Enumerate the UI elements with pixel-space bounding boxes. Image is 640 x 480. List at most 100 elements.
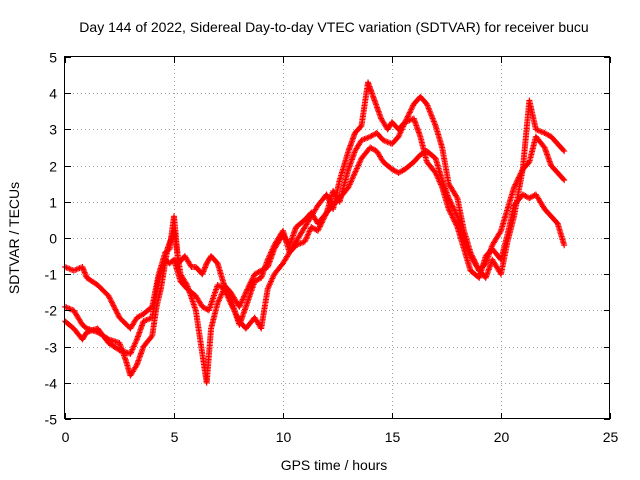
- data-point: [107, 296, 114, 303]
- data-point: [522, 193, 529, 200]
- data-point: [223, 290, 230, 297]
- data-point: [304, 232, 311, 239]
- data-point: [347, 179, 354, 186]
- data-point: [240, 295, 247, 302]
- data-point: [452, 219, 459, 226]
- data-point: [323, 191, 330, 198]
- data-point: [425, 105, 432, 112]
- data-point: [133, 337, 140, 344]
- data-point: [127, 350, 134, 357]
- data-point: [218, 291, 225, 298]
- data-point: [464, 245, 471, 252]
- data-point: [357, 123, 364, 130]
- axis-ticks: [65, 57, 611, 420]
- data-point: [249, 275, 256, 282]
- data-point: [318, 219, 325, 226]
- data-point: [348, 178, 355, 185]
- data-point: [451, 207, 458, 214]
- data-point: [252, 277, 259, 284]
- data-point: [452, 209, 459, 216]
- y-tick-label: 5: [49, 50, 57, 66]
- data-point: [215, 298, 222, 305]
- data-point: [250, 273, 257, 280]
- data-point: [218, 284, 225, 291]
- data-point: [131, 342, 138, 349]
- data-point: [233, 312, 240, 319]
- y-tick-label: -2: [45, 303, 58, 319]
- data-point: [267, 250, 274, 257]
- data-point: [367, 133, 374, 140]
- data-point: [130, 343, 137, 350]
- data-point: [350, 172, 357, 179]
- y-tick-labels: -5 -4 -3 -2 -1 0 1 2 3 4 5: [45, 50, 58, 428]
- series-track-3: [62, 133, 568, 357]
- data-point: [239, 297, 246, 304]
- data-point: [266, 253, 273, 260]
- data-point: [265, 255, 272, 262]
- data-point: [445, 206, 452, 213]
- data-point: [301, 238, 308, 245]
- data-point: [523, 193, 530, 200]
- data-point: [266, 281, 273, 288]
- data-point: [423, 101, 430, 108]
- data-point: [128, 347, 135, 354]
- data-point: [268, 276, 275, 283]
- data-point: [407, 108, 414, 115]
- data-point: [130, 345, 137, 352]
- data-point: [389, 166, 395, 173]
- data-point: [266, 252, 273, 259]
- data-point: [353, 166, 360, 173]
- data-point: [266, 282, 273, 289]
- plot-frame: [64, 56, 610, 419]
- data-point: [251, 278, 258, 285]
- data-point: [237, 300, 244, 307]
- x-tick-label: 15: [385, 429, 401, 445]
- data-point: [215, 282, 222, 289]
- data-point: [462, 241, 469, 248]
- data-point: [270, 243, 277, 250]
- x-tick-label: 0: [62, 429, 70, 445]
- data-point: [106, 294, 113, 301]
- data-point: [239, 296, 246, 303]
- data-point: [521, 192, 528, 199]
- data-point: [345, 184, 352, 191]
- data-point: [317, 222, 324, 229]
- data-point: [542, 130, 549, 137]
- data-point: [217, 283, 224, 290]
- data-point: [453, 193, 460, 200]
- data-point: [242, 290, 249, 297]
- data-point: [251, 271, 258, 278]
- data-point: [466, 251, 473, 258]
- data-point: [115, 311, 122, 318]
- data-point: [561, 177, 568, 184]
- data-point: [224, 292, 231, 299]
- data-point: [346, 181, 353, 188]
- x-tick-label: 20: [494, 429, 510, 445]
- data-point: [449, 203, 456, 210]
- data-point: [237, 302, 244, 309]
- data-point: [133, 363, 140, 370]
- data-point: [396, 132, 403, 139]
- data-point: [511, 184, 518, 191]
- data-point: [324, 193, 331, 200]
- data-point: [351, 169, 358, 176]
- data-point: [369, 145, 376, 152]
- data-point: [214, 282, 221, 289]
- data-point: [113, 307, 120, 314]
- data-point: [429, 115, 436, 122]
- data-point: [427, 109, 434, 116]
- data-point: [396, 130, 403, 137]
- data-point: [201, 305, 208, 312]
- data-point: [560, 176, 567, 183]
- data-point: [241, 292, 248, 299]
- data-point: [424, 102, 431, 109]
- data-point: [265, 284, 272, 291]
- data-point: [242, 289, 249, 296]
- data-point: [132, 339, 139, 346]
- y-tick-label: 4: [49, 86, 57, 102]
- data-point: [268, 248, 275, 255]
- data-point: [136, 313, 143, 320]
- data-point: [229, 302, 236, 309]
- data-point: [233, 311, 240, 318]
- data-point: [449, 202, 456, 209]
